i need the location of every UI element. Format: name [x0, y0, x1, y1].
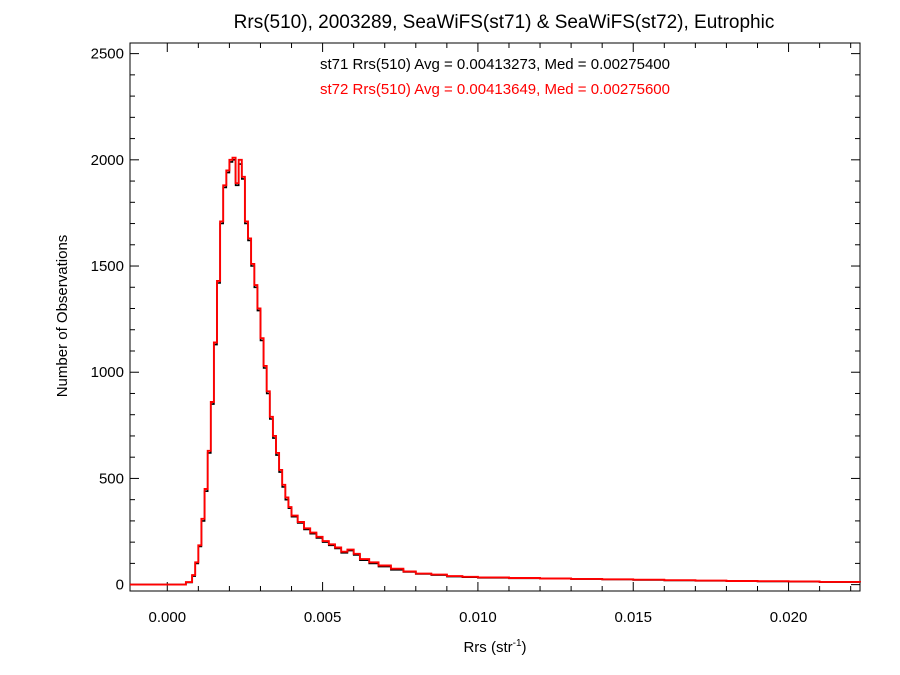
y-tick-label: 2500	[91, 46, 124, 63]
x-tick-label: 0.000	[149, 609, 187, 626]
y-axis-label: Number of Observations	[54, 235, 71, 398]
series-st71-line	[130, 159, 861, 586]
y-tick-label: 1000	[91, 364, 124, 381]
chart-title: Rrs(510), 2003289, SeaWiFS(st71) & SeaWi…	[234, 12, 775, 33]
y-axis: 0 500 1000 1500 2000 2500	[91, 46, 860, 594]
x-tick-label: 0.020	[770, 609, 808, 626]
annotation-st72-stats: st72 Rrs(510) Avg = 0.00413649, Med = 0.…	[320, 81, 670, 98]
x-axis-label-main: Rrs (str	[463, 639, 512, 656]
x-axis-label-superscript: -1	[513, 638, 522, 649]
annotation-st71-stats: st71 Rrs(510) Avg = 0.00413273, Med = 0.…	[320, 56, 670, 73]
x-tick-label: 0.010	[459, 609, 497, 626]
y-tick-label: 1500	[91, 258, 124, 275]
y-tick-label: 500	[99, 470, 124, 487]
x-tick-label: 0.015	[614, 609, 652, 626]
x-axis-label-close: )	[522, 639, 527, 656]
y-tick-label: 0	[116, 577, 124, 594]
series-layer	[130, 156, 861, 586]
x-axis: 0.000 0.005 0.010 0.015 0.020	[149, 43, 852, 626]
x-axis-label: Rrs (str-1)	[463, 638, 526, 656]
series-st72-line	[130, 156, 861, 586]
y-tick-label: 2000	[91, 152, 124, 169]
plot-frame	[129, 42, 861, 592]
x-tick-label: 0.005	[304, 609, 342, 626]
